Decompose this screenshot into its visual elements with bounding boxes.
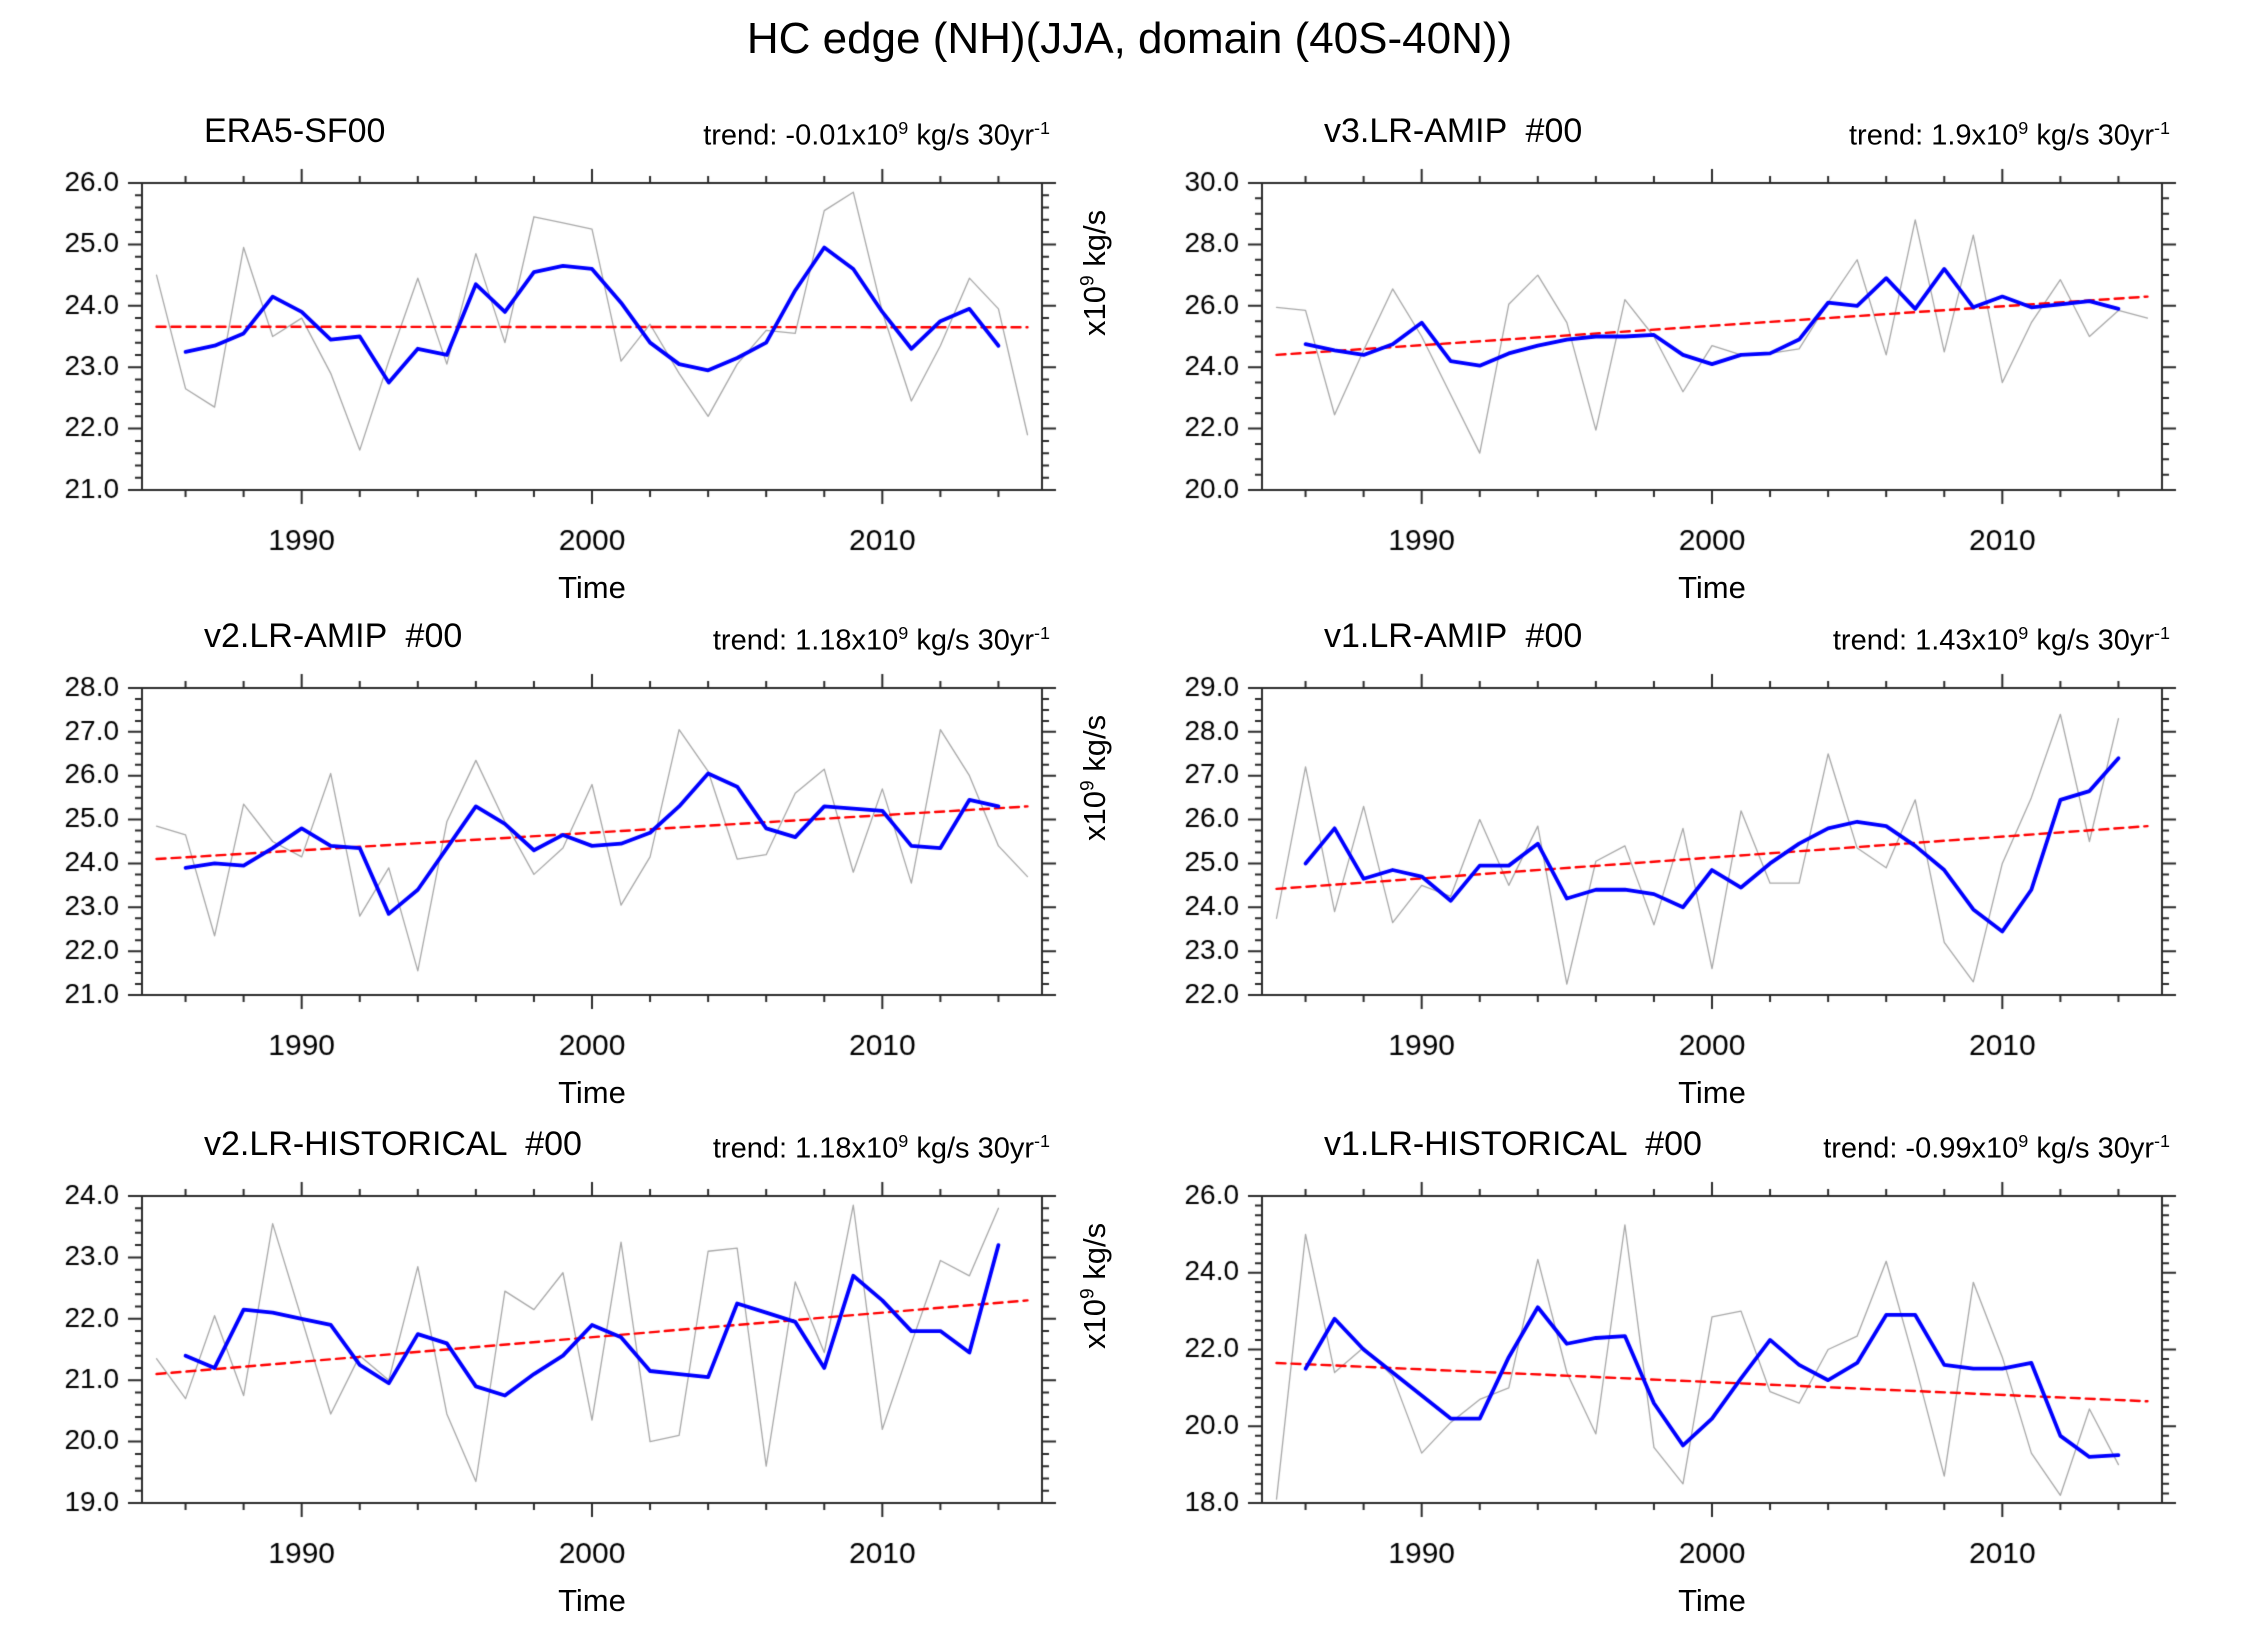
x-axis-label: Time <box>558 570 626 605</box>
panel-title: v2.LR-AMIP #00 <box>204 617 463 655</box>
panel-era5-sf00: ERA5-SF00 trend: -0.01x109 kg/s 30yr-1 x… <box>7 108 1107 633</box>
panel-title: v1.LR-HISTORICAL #00 <box>1324 1125 1702 1163</box>
era5-sf00-plot <box>7 153 1097 585</box>
v2-lr-amip-plot <box>7 658 1097 1090</box>
panel-v1-lr-amip: v1.LR-AMIP #00 trend: 1.43x109 kg/s 30yr… <box>1077 613 2227 1138</box>
trend-annotation: trend: 1.18x109 kg/s 30yr-1 <box>712 1131 1050 1165</box>
x-axis-label: Time <box>1678 570 1746 605</box>
panel-v1-lr-historical: v1.LR-HISTORICAL #00 trend: -0.99x109 kg… <box>1077 1121 2227 1646</box>
x-axis-label: Time <box>1678 1583 1746 1618</box>
v1-lr-amip-plot <box>1127 658 2217 1090</box>
panel-v2-lr-historical: v2.LR-HISTORICAL #00 trend: 1.18x109 kg/… <box>7 1121 1107 1646</box>
x-axis-label: Time <box>1678 1075 1746 1110</box>
x-axis-label: Time <box>558 1583 626 1618</box>
x-axis-label: Time <box>558 1075 626 1110</box>
figure-title: HC edge (NH)(JJA, domain (40S-40N)) <box>746 14 1513 63</box>
trend-annotation: trend: -0.99x109 kg/s 30yr-1 <box>1823 1131 2170 1165</box>
trend-annotation: trend: 1.43x109 kg/s 30yr-1 <box>1832 623 2170 657</box>
panel-title: ERA5-SF00 <box>204 112 386 150</box>
panel-v3-lr-amip: v3.LR-AMIP #00 trend: 1.9x109 kg/s 30yr-… <box>1077 108 2227 633</box>
panel-title: v2.LR-HISTORICAL #00 <box>204 1125 582 1163</box>
trend-annotation: trend: 1.18x109 kg/s 30yr-1 <box>712 623 1050 657</box>
trend-annotation: trend: 1.9x109 kg/s 30yr-1 <box>1849 118 2170 152</box>
v3-lr-amip-plot <box>1127 153 2217 585</box>
panel-title: v3.LR-AMIP #00 <box>1324 112 1583 150</box>
panel-title: v1.LR-AMIP #00 <box>1324 617 1583 655</box>
v1-lr-historical-plot <box>1127 1166 2217 1598</box>
trend-annotation: trend: -0.01x109 kg/s 30yr-1 <box>703 118 1050 152</box>
panel-v2-lr-amip: v2.LR-AMIP #00 trend: 1.18x109 kg/s 30yr… <box>7 613 1107 1138</box>
v2-lr-historical-plot <box>7 1166 1097 1598</box>
